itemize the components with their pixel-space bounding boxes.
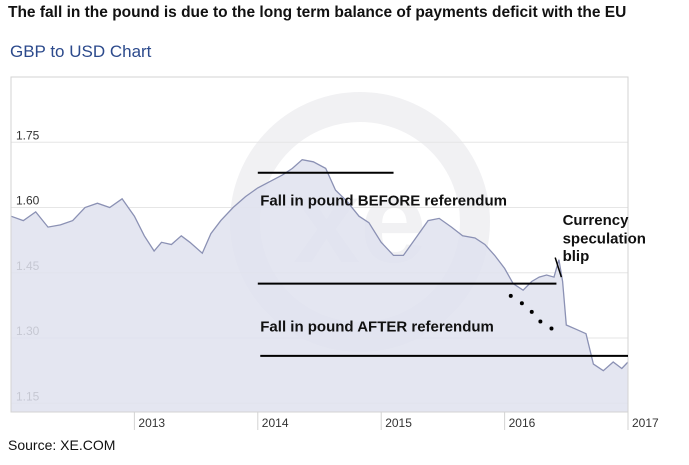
chart-title: GBP to USD Chart	[10, 42, 152, 61]
plot-border	[10, 76, 629, 413]
trend-dot	[538, 319, 543, 324]
x-tick-label: 2016	[509, 416, 536, 430]
x-tick-label: 2014	[262, 416, 289, 430]
y-tick-label: 1.75	[16, 128, 40, 142]
y-tick-label: 1.60	[16, 194, 40, 208]
annotation-label: Currency	[563, 212, 630, 229]
annotation-label: Fall in pound AFTER referendum	[260, 319, 494, 336]
x-tick-label: 2015	[385, 416, 412, 430]
series-line	[10, 159, 629, 372]
headline: The fall in the pound is due to the long…	[8, 4, 627, 21]
trend-dot	[529, 309, 534, 314]
source-credit: Source: XE.COM	[8, 437, 116, 453]
x-tick-label: 2013	[138, 416, 165, 430]
blip-pointer-line	[554, 257, 563, 278]
trend-dot	[508, 293, 513, 298]
annotation-label: Fall in pound BEFORE referendum	[260, 192, 507, 209]
trend-dot	[549, 326, 554, 331]
trend-dot	[519, 301, 524, 306]
x-tick-label: 2017	[632, 416, 659, 430]
annotation-label: blip	[563, 248, 590, 265]
series-area	[11, 159, 628, 412]
annotation-label: speculation	[563, 231, 646, 248]
